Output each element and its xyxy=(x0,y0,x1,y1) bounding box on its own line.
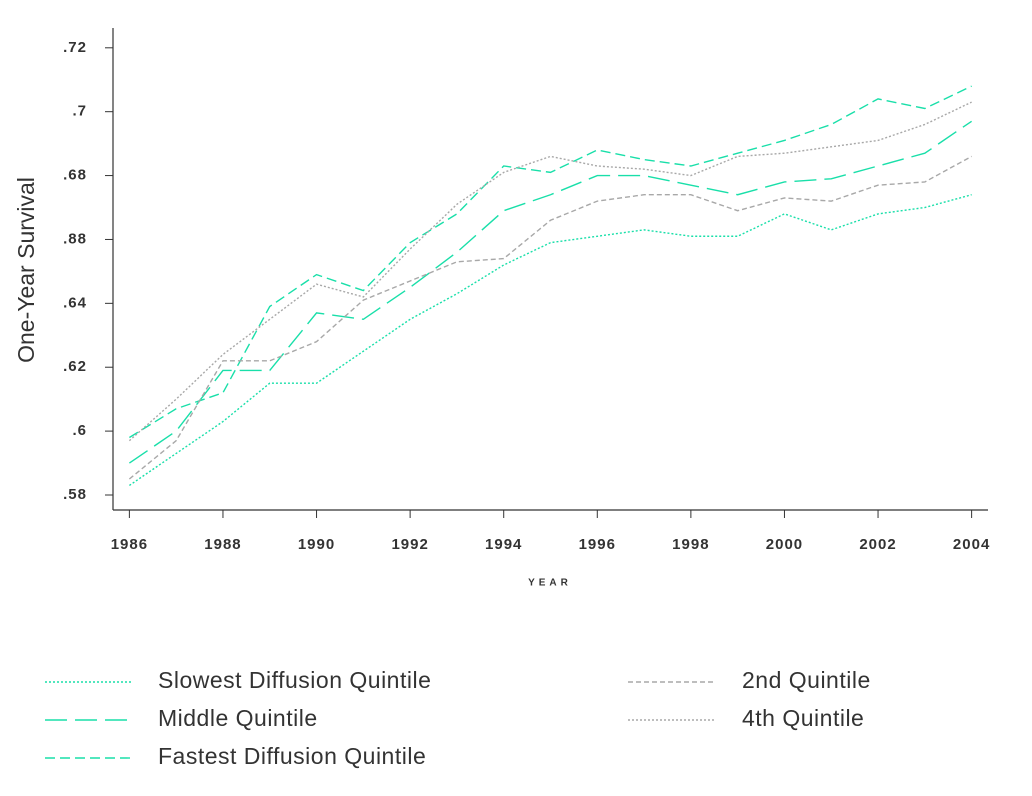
x-tick-label: 1994 xyxy=(485,536,522,553)
legend-label: 4th Quintile xyxy=(742,705,864,731)
y-tick-label: .62 xyxy=(63,358,87,375)
legend-label: 2nd Quintile xyxy=(742,667,871,693)
legend-label: Fastest Diffusion Quintile xyxy=(158,743,426,769)
x-tick-label: 1990 xyxy=(298,536,335,553)
y-tick-label: .6 xyxy=(72,422,87,439)
y-tick-label: .72 xyxy=(63,39,87,56)
x-tick-label: 2000 xyxy=(766,536,803,553)
x-tick-label: 2002 xyxy=(859,536,896,553)
x-tick-label: 1986 xyxy=(111,536,148,553)
series-line xyxy=(128,155,972,480)
y-tick-label: .58 xyxy=(63,486,87,503)
x-tick-label: 1996 xyxy=(579,536,616,553)
legend-label: Middle Quintile xyxy=(158,705,318,731)
series-line xyxy=(129,85,972,439)
series-line xyxy=(128,194,972,486)
y-tick-label: .88 xyxy=(63,230,87,247)
series-line xyxy=(128,120,973,464)
y-axis-title: One-Year Survival xyxy=(13,177,39,363)
x-tick-label: 2004 xyxy=(953,536,990,553)
x-axis-title: YEAR xyxy=(528,578,572,589)
x-tick-label: 1988 xyxy=(204,536,241,553)
y-tick-label: .64 xyxy=(63,294,87,311)
x-tick-label: 1992 xyxy=(391,536,428,553)
y-tick-label: .7 xyxy=(72,103,87,120)
x-tick-label: 1998 xyxy=(672,536,709,553)
legend-label: Slowest Diffusion Quintile xyxy=(158,667,431,693)
series-line xyxy=(128,101,972,442)
y-tick-label: .68 xyxy=(63,167,87,184)
